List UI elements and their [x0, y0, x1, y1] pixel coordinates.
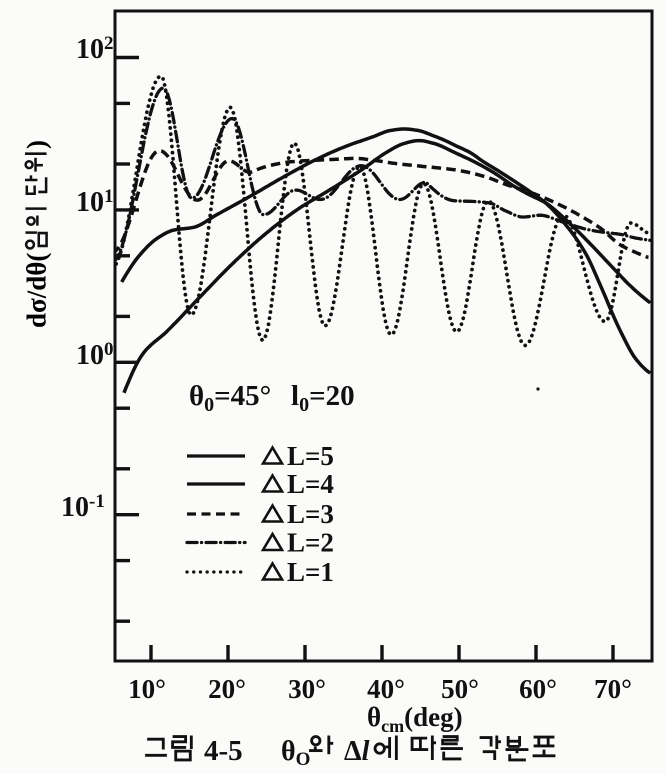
svg-text:L=5: L=5	[287, 441, 334, 471]
svg-text:10-1: 10-1	[61, 491, 105, 523]
svg-text:dσ/dθ(: dσ/dθ(	[22, 253, 52, 328]
svg-text:50°: 50°	[441, 674, 479, 704]
svg-text:): )	[22, 140, 52, 149]
svg-text:θ0=45°: θ0=45°	[189, 380, 271, 416]
svg-text:20°: 20°	[208, 674, 246, 704]
svg-text:60°: 60°	[519, 674, 557, 704]
svg-text:L=2: L=2	[287, 528, 334, 558]
svg-text:4-5: 4-5	[204, 735, 243, 767]
svg-text:70°: 70°	[594, 674, 632, 704]
svg-text:Δl: Δl	[344, 736, 370, 767]
svg-text:30°: 30°	[288, 674, 326, 704]
svg-text:L=1: L=1	[287, 557, 334, 587]
svg-text:L=3: L=3	[287, 499, 334, 529]
svg-text:10°: 10°	[128, 674, 166, 704]
svg-text:L=4: L=4	[287, 469, 334, 499]
svg-text:40°: 40°	[367, 674, 405, 704]
